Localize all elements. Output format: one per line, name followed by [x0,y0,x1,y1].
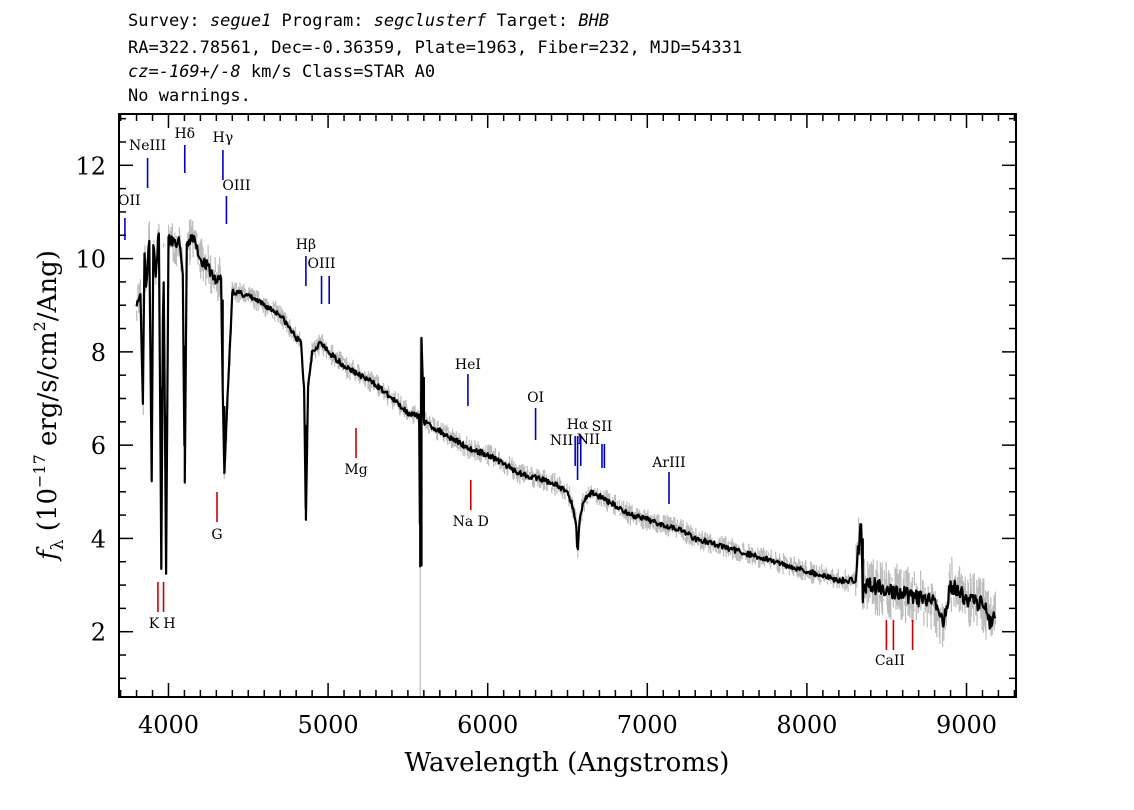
absorption-line-label: H [163,616,175,632]
emission-line-label: SII [592,419,613,435]
emission-line-label: OIII [222,178,250,194]
emission-line-label: NII [550,433,573,449]
y-axis: 2 4 6 8 10 12 [75,117,1016,680]
emission-line-label: NII [577,432,600,448]
x-tick-label: 4000 [138,711,199,739]
absorption-line-label: K [149,616,160,632]
header-line-survey: Survey: segue1 Program: segclusterf Targ… [128,11,610,31]
y-tick-label: 6 [91,432,106,460]
absorption-line-label: Mg [344,462,367,478]
x-tick-label: 9000 [936,711,997,739]
emission-line-label: NeIII [129,138,166,154]
y-tick-label: 8 [91,339,106,367]
header-line-redshift: cz=-169+/-8 km/s Class=STAR A0 [128,62,436,82]
x-axis-label: Wavelength (Angstroms) [405,748,730,778]
header-line-warnings: No warnings. [128,86,251,106]
emission-line-label: Hβ [296,237,316,253]
y-tick-label: 10 [75,246,106,274]
emission-line-label: OI [527,390,544,406]
x-tick-label: 5000 [298,711,359,739]
absorption-line-label: G [211,527,222,543]
absorption-line-label: CaII [875,653,905,669]
x-tick-label: 7000 [617,711,678,739]
x-tick-label: 8000 [776,711,837,739]
emission-line-label: HeI [455,357,481,373]
flux-series-line [135,232,997,630]
absorption-line-label: Na D [453,514,489,530]
x-tick-label: 6000 [457,711,518,739]
emission-line-label: Hα [567,417,589,433]
emission-line-label: OII [118,193,141,209]
noise-band [136,219,997,697]
y-axis-label: fλ (10−17 erg/s/cm2/Ang) [30,250,68,562]
x-axis: 4000 5000 6000 7000 8000 9000 [119,114,1016,739]
y-tick-label: 2 [91,619,106,647]
y-tick-label: 12 [75,152,106,180]
emission-line-label: Hγ [213,130,234,146]
emission-line-label: OIII [308,256,336,272]
emission-line-label: ArIII [651,455,685,471]
emission-line-label: Hδ [174,126,195,142]
y-tick-label: 4 [91,525,106,553]
header-line-coordinates: RA=322.78561, Dec=-0.36359, Plate=1963, … [128,38,743,58]
